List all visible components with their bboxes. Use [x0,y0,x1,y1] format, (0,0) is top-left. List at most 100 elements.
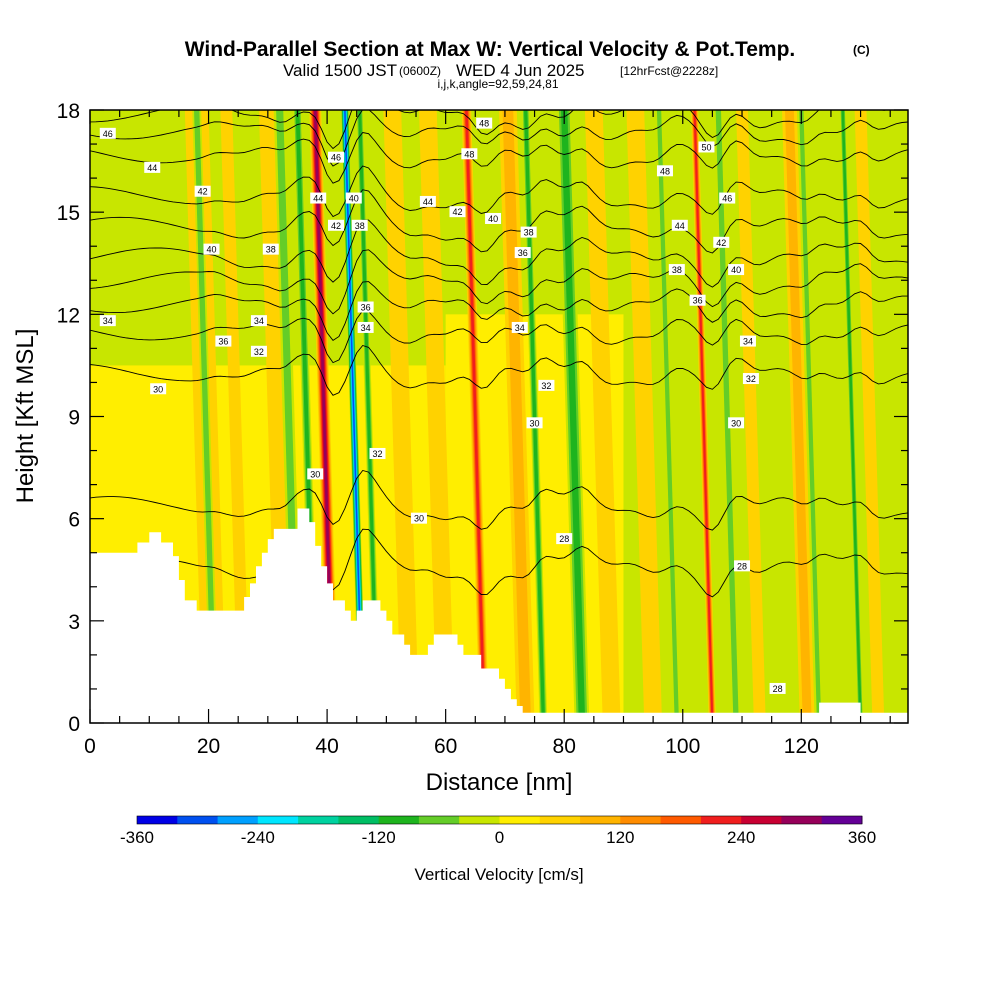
theta-contour-42 [90,189,908,254]
updraft-streak-7 [499,110,535,723]
contour-label-text: 40 [731,265,741,275]
theta-contour-50 [90,110,889,150]
contour-label-25: 38 [520,226,537,238]
colorbar-swatch [821,816,863,824]
contour-label-box [262,243,279,255]
theta-contour-34 [90,310,908,364]
contour-label-box [734,560,751,572]
contour-label-39: 34 [739,335,756,347]
colorbar-swatch [499,816,541,824]
contour-label-box [307,468,324,480]
downdraft-streak-0 [192,110,219,723]
contour-label-text: 32 [372,449,382,459]
downdraft-streak-8 [713,110,741,723]
contour-label-30: 28 [556,533,573,545]
downdraft-level [561,110,586,723]
contour-label-text: 28 [773,684,783,694]
updraft-streak-11 [736,110,766,723]
y-tick-label: 15 [57,202,80,225]
contour-label-text: 36 [218,337,228,347]
contour-label-35: 42 [713,236,730,248]
colorbar-swatch [298,816,339,824]
theta-contour-32 [90,344,908,396]
contour-label-box [485,212,502,224]
contour-label-2: 42 [194,185,211,197]
contour-label-29: 30 [526,417,543,429]
contour-label-text: 50 [701,142,711,152]
contour-label-box [556,533,573,545]
contour-label-text: 32 [254,347,264,357]
contour-label-text: 40 [207,245,217,255]
contour-label-24: 40 [485,212,502,224]
contour-label-box [345,192,362,204]
y-tick-label: 9 [68,407,80,430]
colorbar-tick-label: 240 [727,828,755,847]
contour-label-box [511,321,528,333]
theta-contour-30 [90,469,908,531]
downdraft-level [841,110,862,723]
axis-ticks [89,109,908,724]
contour-label-box [698,141,715,153]
contour-label-23: 42 [449,206,466,218]
contour-label-box [526,417,543,429]
contour-label-box [310,192,327,204]
contour-label-14: 38 [351,219,368,231]
x-tick-label: 120 [784,735,819,758]
colorbar-swatch [580,816,621,824]
contour-label-text: 30 [310,469,320,479]
contour-label-text: 34 [515,323,525,333]
theta-contour-36 [90,281,908,342]
theta-contour-46 [90,132,908,184]
contour-label-box [150,383,167,395]
contour-label-33: 46 [719,192,736,204]
colorbar-swatch [781,816,823,824]
contour-label-text: 38 [524,228,534,238]
contour-label-text: 44 [147,163,157,173]
contour-label-5: 34 [99,315,116,327]
x-axis-title: Distance [nm] [426,769,573,796]
theta-contour-40 [90,219,908,288]
contour-label-43: 28 [769,682,786,694]
contour-label-19: 30 [410,512,427,524]
contour-label-3: 40 [203,243,220,255]
colorbar-tick-label: 120 [606,828,634,847]
contour-label-box [203,243,220,255]
chart-subtitle-date: WED 4 Jun 2025 [456,61,585,80]
contour-label-box [144,161,161,173]
contour-label-box [769,682,786,694]
contour-label-21: 48 [461,148,478,160]
theta-contour-28 [90,528,908,598]
theta-contour-48 [90,110,908,167]
contour-label-8: 32 [250,345,267,357]
contour-label-text: 36 [693,296,703,306]
contour-label-16: 34 [357,321,374,333]
potential-temperature-contours [90,110,908,598]
contour-label-box [357,301,374,313]
contour-label-text: 44 [313,194,323,204]
downdraft-streak-7 [655,110,681,723]
contour-label-text: 38 [266,245,276,255]
colorbar-title: Vertical Velocity [cm/s] [414,865,583,884]
contour-label-text: 44 [675,221,685,231]
chart-subtitle-indices: i,j,k,angle=92,59,24,81 [437,77,558,91]
contour-label-37: 38 [668,264,685,276]
downdraft-streak-10 [839,110,864,723]
contour-label-text: 30 [153,384,163,394]
contour-label-box [719,192,736,204]
updraft-streak-10 [691,110,716,723]
updraft-level [314,110,335,723]
x-tick-label: 100 [665,735,700,758]
contour-label-42: 28 [734,560,751,572]
contour-label-10: 46 [327,151,344,163]
colorbar-swatch [620,816,662,824]
contour-label-text: 40 [349,194,359,204]
downdraft-level [524,110,546,723]
contour-label-22: 44 [419,195,436,207]
contour-label-text: 46 [722,194,732,204]
terrain-area [90,508,908,723]
chart-subtitle-valid: Valid 1500 JST [283,61,397,80]
contour-label-41: 30 [728,417,745,429]
colorbar-swatch [418,816,460,824]
contour-label-28: 32 [538,379,555,391]
contour-label-box [357,321,374,333]
